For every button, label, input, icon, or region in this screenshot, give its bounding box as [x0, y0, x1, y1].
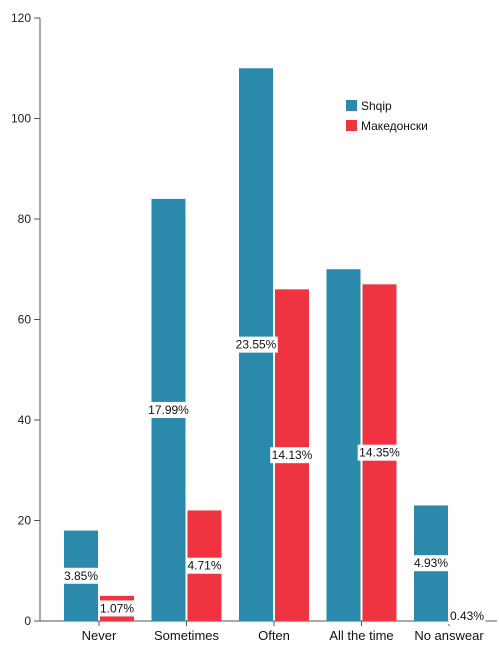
y-tick-label-80: 80 [18, 212, 32, 226]
svg-text:17.99%: 17.99% [148, 403, 189, 417]
svg-text:14.13%: 14.13% [272, 448, 313, 462]
x-tick-label-2: Often [258, 628, 290, 643]
svg-text:0.43%: 0.43% [450, 609, 484, 623]
x-tick-label-0: Never [82, 628, 117, 643]
data-label-makedonski-1: 4.71% [186, 557, 223, 574]
y-tick-label-20: 20 [18, 514, 32, 528]
x-tick-label-1: Sometimes [154, 628, 220, 643]
data-label-shqip-4: 4.93% [412, 555, 450, 572]
data-label-shqip-2: 23.55% [234, 336, 278, 353]
svg-text:23.55%: 23.55% [236, 338, 277, 352]
svg-text:4.71%: 4.71% [187, 559, 221, 573]
x-tick-label-4: No answear [414, 628, 484, 643]
legend-label-makedonski: Македонски [361, 119, 428, 133]
data-label-makedonski-3: 14.35% [357, 444, 402, 461]
y-tick-label-0: 0 [24, 614, 31, 628]
bar-shqip-3 [326, 269, 361, 621]
data-label-makedonski-4: 0.43% [448, 607, 486, 624]
legend-swatch-shqip [346, 100, 357, 111]
data-label-makedonski-0: 1.07% [98, 600, 136, 617]
legend-swatch-makedonski [346, 120, 357, 131]
svg-text:4.93%: 4.93% [414, 556, 448, 570]
y-tick-label-60: 60 [18, 313, 32, 327]
svg-text:3.85%: 3.85% [64, 569, 98, 583]
data-label-makedonski-2: 14.13% [270, 447, 314, 464]
y-tick-label-40: 40 [18, 413, 32, 427]
data-label-shqip-1: 17.99% [146, 401, 191, 418]
y-tick-label-120: 120 [11, 11, 31, 25]
legend-label-shqip: Shqip [361, 99, 392, 113]
y-tick-label-100: 100 [11, 112, 31, 126]
data-label-shqip-0: 3.85% [62, 567, 100, 584]
axes: 0 20 40 60 80 100 120 Never Sometimes Often All th… [11, 11, 497, 643]
x-tick-label-3: All the time [329, 628, 393, 643]
svg-text:1.07%: 1.07% [100, 601, 134, 615]
data-labels: 3.85% 1.07% 17.99% 4.71% 23.55% 14.13% 14.35% 4… [62, 336, 486, 624]
svg-text:14.35%: 14.35% [359, 446, 400, 460]
legend: Shqip Македонски [346, 99, 428, 133]
